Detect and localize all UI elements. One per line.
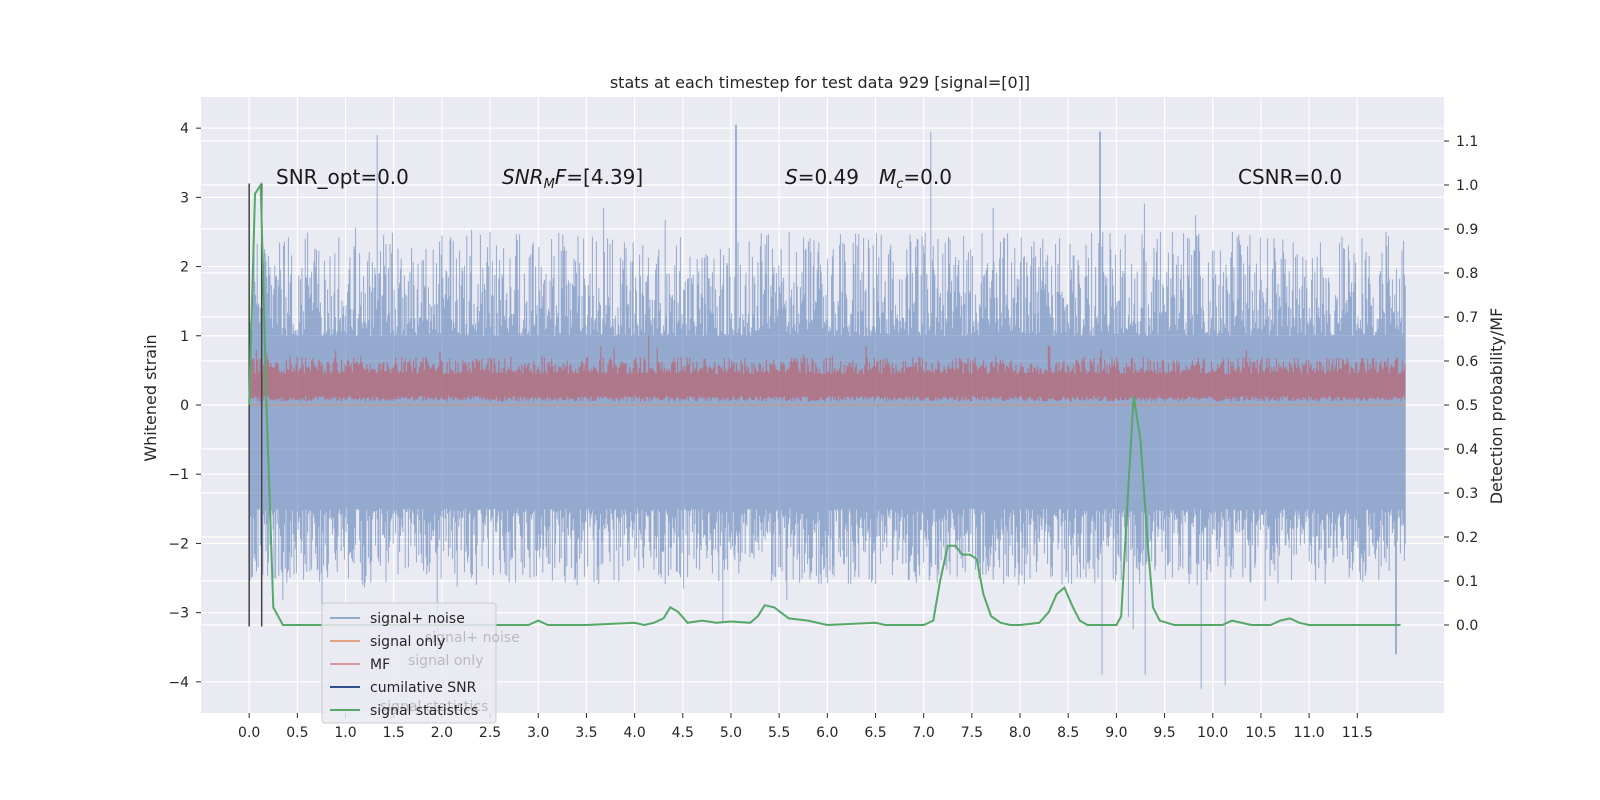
y-tick-label: 0 xyxy=(180,398,189,414)
annotation-snr-mf-f: F xyxy=(555,165,567,189)
annotation-snr-mf: SNRMF=[4.39] xyxy=(502,165,643,192)
y-tick-label: 2 xyxy=(180,260,189,276)
x-tick-label: 4.5 xyxy=(672,725,694,741)
x-tick-label: 11.5 xyxy=(1342,725,1373,741)
x-tick-label: 7.0 xyxy=(913,725,935,741)
x-tick-label: 5.0 xyxy=(720,725,742,741)
y2-tick-label: 0.3 xyxy=(1456,486,1478,502)
x-tick-label: 6.5 xyxy=(864,725,886,741)
x-tick-label: 9.0 xyxy=(1105,725,1127,741)
y-axis-label: Whitened strain xyxy=(141,334,160,461)
annotation-mc-main: M xyxy=(879,165,896,189)
y2-tick-label: 1.0 xyxy=(1456,178,1478,194)
y-tick-label: −2 xyxy=(168,536,189,552)
x-tick-label: 4.0 xyxy=(623,725,645,741)
x-tick-label: 11.0 xyxy=(1294,725,1325,741)
x-tick-label: 9.5 xyxy=(1153,725,1175,741)
legend-label-csnr: cumilative SNR xyxy=(370,680,477,696)
legend-label-mf: MF xyxy=(370,657,390,673)
y-tick-label: −3 xyxy=(168,606,189,622)
y2-tick-label: 0.0 xyxy=(1456,618,1478,634)
x-tick-label: 10.0 xyxy=(1197,725,1228,741)
legend-label-noise: signal+ noise xyxy=(370,611,465,627)
y2-tick-label: 0.9 xyxy=(1456,222,1478,238)
annotation-snr-mf-tail-f: F=[4.39] xyxy=(555,165,643,189)
y2-tick-label: 0.4 xyxy=(1456,442,1478,458)
y-tick-label: 4 xyxy=(180,121,189,137)
y-axis-ticks: −4 −3 −2 −1 0 1 2 3 4 xyxy=(168,121,201,691)
annotation-s-tail: =0.49 xyxy=(798,165,859,189)
x-tick-label: 2.0 xyxy=(431,725,453,741)
x-tick-label: 8.0 xyxy=(1009,725,1031,741)
annotation-snr-mf-sub: M xyxy=(544,177,555,192)
x-tick-label: 5.5 xyxy=(768,725,790,741)
annotation-s-main: S xyxy=(785,165,798,189)
series-signal-statistics xyxy=(248,181,1401,627)
x-tick-label: 10.5 xyxy=(1245,725,1276,741)
legend-ghost-label: signal statistics xyxy=(380,699,488,715)
y2-tick-label: 0.8 xyxy=(1456,266,1478,282)
y2-tick-label: 0.5 xyxy=(1456,398,1478,414)
y2-tick-label: 0.7 xyxy=(1456,310,1478,326)
legend-ghost-label: signal only xyxy=(408,653,483,669)
x-tick-label: 1.0 xyxy=(334,725,356,741)
legend-box xyxy=(321,602,497,724)
legend-label-stats: signal statistics xyxy=(370,703,478,719)
x-tick-label: 1.5 xyxy=(383,725,405,741)
annotation-snr-opt: SNR_opt=0.0 xyxy=(276,165,409,189)
annotation-mc-sub: c xyxy=(896,177,903,192)
x-tick-label: 0.5 xyxy=(286,725,308,741)
legend-ghost-label: signal+ noise xyxy=(425,630,520,646)
annotation-csnr: CSNR=0.0 xyxy=(1238,165,1342,189)
annotation-mc: Mc=0.0 xyxy=(879,165,952,192)
x-tick-label: 7.5 xyxy=(961,725,983,741)
series-signal-statistics-line xyxy=(248,181,1401,627)
x-tick-label: 3.0 xyxy=(527,725,549,741)
y-tick-label: −4 xyxy=(168,675,189,691)
annotation-snr-mf-main: SNR xyxy=(502,165,544,189)
annotation-s: S=0.49 xyxy=(785,165,859,189)
y2-axis-ticks: 0.0 0.1 0.2 0.3 0.4 0.5 0.6 0.7 0.8 0.9 1.0 1.1 xyxy=(1444,134,1478,634)
chart-title: stats at each timestep for test data 929… xyxy=(610,73,1030,92)
y-tick-label: 3 xyxy=(180,190,189,206)
annotation-mc-tail: =0.0 xyxy=(903,165,952,189)
y-tick-label: 1 xyxy=(180,329,189,345)
legend-label-signal: signal only xyxy=(370,634,445,650)
x-tick-label: 6.0 xyxy=(816,725,838,741)
y2-tick-label: 0.6 xyxy=(1456,354,1478,370)
y2-axis-label: Detection probability/MF xyxy=(1487,308,1506,505)
x-tick-label: 8.5 xyxy=(1057,725,1079,741)
y2-tick-label: 0.1 xyxy=(1456,574,1478,590)
x-tick-label: 2.5 xyxy=(479,725,501,741)
y2-tick-label: 0.2 xyxy=(1456,530,1478,546)
x-tick-label: 0.0 xyxy=(238,725,260,741)
y2-tick-label: 1.1 xyxy=(1456,134,1478,150)
y-tick-label: −1 xyxy=(168,467,189,483)
x-axis-ticks: 0.0 0.5 1.0 1.5 2.0 2.5 3.0 3.5 4.0 4.5 5.0 5.5 6.0 6… xyxy=(238,713,1373,741)
x-tick-label: 3.5 xyxy=(575,725,597,741)
annotation-snr-mf-value: =[4.39] xyxy=(566,165,643,189)
